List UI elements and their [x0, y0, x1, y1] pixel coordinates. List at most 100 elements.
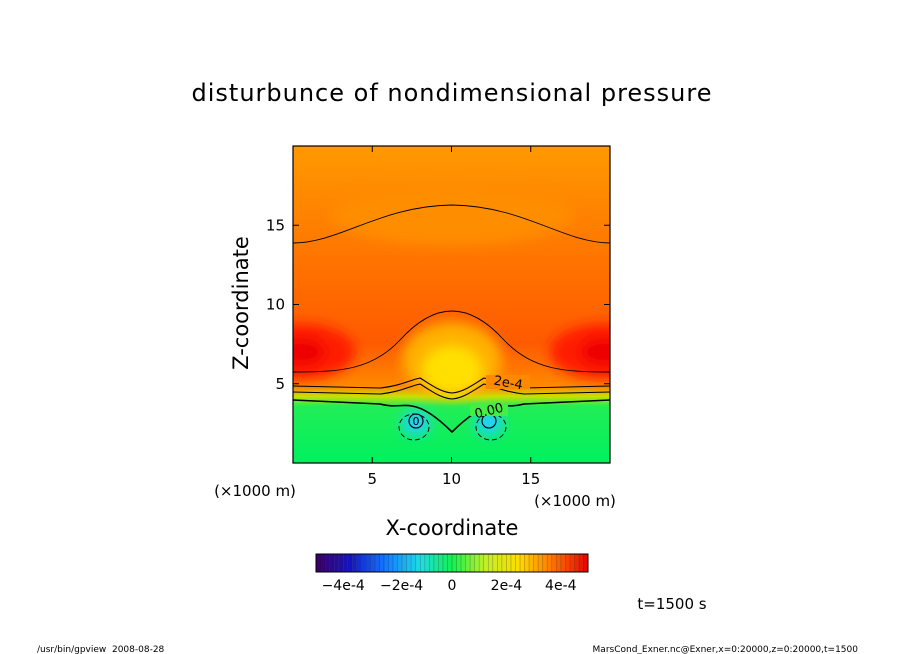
colorbar-stripes [315, 554, 588, 572]
colorbar-tick-label: 0 [448, 578, 457, 594]
colorbar-segment [456, 554, 462, 572]
colorbar-segment [411, 554, 416, 572]
colorbar-segment [334, 554, 339, 572]
colorbar-segment [465, 554, 471, 572]
colorbar-segment [370, 554, 375, 572]
colorbar-segment [402, 554, 407, 572]
colorbar-tick-label: 2e-4 [491, 578, 523, 594]
colorbar-segment [583, 554, 588, 572]
colorbar-segment [538, 554, 543, 572]
contour-line-upper [293, 204, 610, 244]
colorbar-segment [470, 554, 475, 572]
colorbar-segment [343, 554, 348, 572]
colorbar-segment [461, 554, 466, 572]
colorbar-segment [320, 554, 326, 572]
colorbar-segment [415, 554, 421, 572]
z-axis-title: Z-coordinate [229, 236, 253, 370]
x-axis-title: X-coordinate [386, 516, 519, 540]
colorbar-segment [578, 554, 584, 572]
high-center-inner [422, 346, 482, 394]
colorbar-segment [556, 554, 561, 572]
colorbar-tick-label: −2e-4 [380, 578, 423, 594]
low-right-core [580, 338, 610, 366]
colorbar-segment [452, 554, 457, 572]
colorbar-segment [397, 554, 403, 572]
contour-line-mid [293, 310, 610, 373]
time-label: t=1500 s [637, 595, 706, 613]
contour-label-bg-zero [470, 403, 508, 416]
colorbar-segment [429, 554, 434, 572]
contour-label-2e-4: 2e-4 [492, 374, 523, 394]
colorbar-segment [479, 554, 484, 572]
colorbar-segment [365, 554, 371, 572]
colorbar-segment [506, 554, 511, 572]
contour-label-bg-2e-4 [486, 375, 530, 389]
colorbar-segment [560, 554, 566, 572]
colorbar-segment [374, 554, 380, 572]
colorbar-segment [474, 554, 480, 572]
colorbar-segment [492, 554, 498, 572]
colorbar-segment [347, 554, 353, 572]
heatmap-field: 2e-4 0.00 0 [293, 146, 610, 463]
colorbar-segment [329, 554, 335, 572]
colorbar-segment [529, 554, 534, 572]
heatmap-features [293, 185, 610, 435]
z-units-label: (×1000 m) [214, 482, 296, 500]
colorbar-frame [315, 553, 589, 573]
colorbar-segment [542, 554, 548, 572]
colorbar-tick-label: −4e-4 [322, 578, 365, 594]
z-tick-label: 10 [266, 296, 285, 314]
colorbar-segment [447, 554, 452, 572]
x-axis-ticks: 5 10 15 [367, 146, 540, 488]
colorbar-tick-label: 4e-4 [545, 578, 577, 594]
colorbar-segment [384, 554, 389, 572]
colorbar-segment [569, 554, 575, 572]
footer-right: MarsCond_Exner.nc@Exner,x=0:20000,z=0:20… [593, 645, 859, 654]
colorbar-segment [352, 554, 357, 572]
colorbar-segment [316, 554, 321, 572]
colorbar-segment [551, 554, 557, 572]
z-tick-label: 15 [266, 216, 285, 234]
colorbar-segment [433, 554, 439, 572]
colorbar-segment [438, 554, 443, 572]
colorbar-segment [497, 554, 502, 572]
cold-blob-right [475, 411, 503, 435]
contour-neg-left-inner [408, 413, 424, 429]
x-units-label: (×1000 m) [534, 492, 616, 510]
chart-title: disturbunce of nondimensional pressure [192, 79, 713, 107]
colorbar-segment [488, 554, 493, 572]
x-tick-label: 5 [367, 470, 377, 488]
colorbar-segment [574, 554, 579, 572]
colorbar: −4e-4 −2e-4 0 2e-4 4e-4 [315, 553, 589, 594]
colorbar-segment [424, 554, 430, 572]
colorbar-segment [547, 554, 552, 572]
colorbar-segment [406, 554, 412, 572]
colorbar-segment [338, 554, 344, 572]
colorbar-labels: −4e-4 −2e-4 0 2e-4 4e-4 [322, 578, 577, 594]
colorbar-segment [379, 554, 384, 572]
colorbar-segment [515, 554, 520, 572]
z-axis-ticks: 5 10 15 [266, 216, 610, 393]
footer-left: /usr/bin/gpview 2008-08-28 [37, 645, 165, 654]
z-tick-label: 5 [275, 375, 285, 393]
colorbar-segment [483, 554, 489, 572]
colorbar-segment [361, 554, 366, 572]
colorbar-segment [356, 554, 362, 572]
contour-label-zero-small: 0 [413, 415, 420, 428]
colorbar-segment [442, 554, 448, 572]
colorbar-segment [533, 554, 539, 572]
colorbar-segment [420, 554, 425, 572]
colorbar-segment [510, 554, 516, 572]
upper-dome [332, 185, 572, 245]
contour-label-zero: 0.00 [473, 401, 505, 423]
colorbar-segment [520, 554, 525, 572]
low-left-core [293, 338, 325, 366]
colorbar-segment [325, 554, 330, 572]
colorbar-segment [501, 554, 507, 572]
colorbar-segment [565, 554, 570, 572]
colorbar-segment [388, 554, 394, 572]
colorbar-segment [393, 554, 398, 572]
x-tick-label: 10 [442, 470, 461, 488]
x-tick-label: 15 [521, 470, 540, 488]
